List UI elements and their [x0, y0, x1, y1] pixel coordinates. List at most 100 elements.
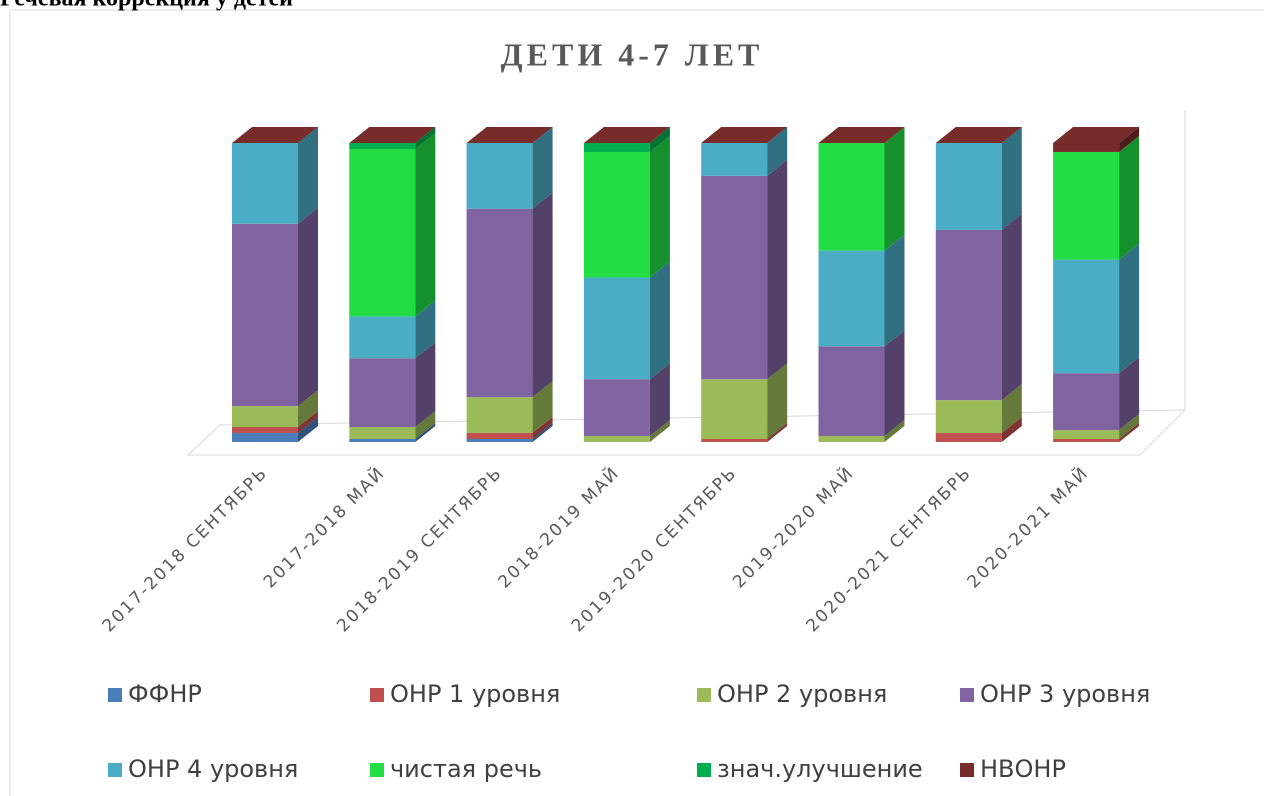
bar-segment: [349, 439, 416, 442]
bar-segment: [349, 148, 416, 317]
legend-label: ОНР 1 уровня: [390, 680, 560, 708]
bar-top: [583, 127, 670, 143]
bar-segment-side: [767, 363, 788, 440]
bar-segment-side: [1119, 243, 1140, 374]
bar-segment: [583, 151, 650, 278]
bar-segment: [466, 439, 533, 442]
bar-segment-side: [1001, 213, 1022, 401]
bar-top: [349, 127, 436, 143]
legend-swatch: [697, 763, 711, 777]
bar-segment-side: [1001, 127, 1022, 230]
bar-segment: [701, 379, 768, 440]
bar-segment: [818, 143, 885, 251]
bar-segment-side: [532, 127, 553, 209]
bar-segment-side: [1119, 414, 1140, 440]
bar-segment-side: [649, 135, 670, 278]
bar-segment-side: [649, 261, 670, 380]
bar-segment-side: [415, 423, 436, 442]
bar-segment-side: [415, 300, 436, 359]
bar-segment: [701, 175, 768, 380]
bar-segment: [232, 433, 298, 442]
legend-label: ФФНР: [128, 680, 202, 708]
page-heading: Речевая коррекция у детей: [0, 0, 293, 12]
bar-segment-side: [298, 417, 318, 442]
bar-segment-side: [1119, 135, 1140, 260]
legend-swatch: [960, 688, 974, 702]
bar-segment: [818, 346, 885, 437]
bar-segment-side: [649, 363, 670, 437]
bar-segment-side: [415, 127, 436, 149]
bar-segment: [349, 316, 416, 359]
bar-segment: [232, 427, 298, 434]
bar-segment-side: [767, 423, 788, 442]
bar-segment: [232, 223, 298, 407]
bar-top: [1053, 127, 1140, 143]
legend-swatch: [370, 763, 384, 777]
bar-segment-side: [532, 381, 553, 434]
bar-segment: [935, 433, 1002, 442]
bar-segment: [466, 397, 533, 434]
bar-segment-side: [1001, 384, 1022, 434]
bar-segment-side: [649, 127, 670, 152]
bar-top: [818, 127, 905, 143]
bar-segment-side: [884, 420, 905, 442]
bar-segment-side: [532, 423, 553, 442]
bar-segment-side: [532, 192, 553, 398]
legend-label: чистая речь: [390, 755, 542, 783]
bar-segment-side: [1119, 357, 1140, 431]
bar-top: [466, 127, 553, 143]
legend-label: ОНР 3 уровня: [980, 680, 1150, 708]
legend-swatch: [960, 763, 974, 777]
bar-segment: [466, 143, 533, 209]
bar-segment: [1053, 373, 1120, 431]
bar-segment: [1053, 430, 1120, 440]
bar-segment: [1053, 151, 1120, 260]
bar-segment: [583, 436, 650, 442]
bar-segment-side: [298, 411, 318, 434]
bar-top: [935, 127, 1022, 143]
bar-segment-side: [415, 132, 436, 317]
bar-segment-side: [767, 159, 788, 380]
bar-segment-side: [1119, 423, 1140, 442]
bar-segment: [466, 208, 533, 398]
bar-segment-side: [649, 420, 670, 442]
bar-segment: [349, 427, 416, 440]
bar-segment: [466, 433, 533, 440]
bar-segment-side: [884, 234, 905, 347]
bar-segment: [818, 436, 885, 442]
bar-segment: [232, 406, 298, 428]
bar-segment-side: [1001, 417, 1022, 442]
legend-swatch: [697, 688, 711, 702]
bar-segment: [583, 379, 650, 437]
bar-segment-side: [415, 342, 436, 428]
bar-segment: [701, 143, 768, 176]
bar-segment-side: [532, 417, 553, 440]
bar-segment: [583, 143, 650, 152]
bar-segment-side: [415, 411, 436, 440]
bar-top: [701, 127, 788, 143]
legend-label: знач.улучшение: [717, 755, 923, 783]
bar-segment-side: [298, 207, 318, 407]
bar-segment: [349, 143, 416, 149]
legend-swatch: [108, 763, 122, 777]
bar-segment: [1053, 143, 1120, 152]
bar-segment-side: [298, 390, 318, 428]
legend-label: ОНР 4 уровня: [128, 755, 298, 783]
bar-segment: [818, 250, 885, 347]
bar-top: [232, 127, 318, 143]
bar-segment-side: [298, 127, 318, 224]
bar-segment: [935, 143, 1002, 230]
bar-segment: [701, 439, 768, 442]
bar-segment: [583, 277, 650, 380]
bar-segment: [935, 229, 1002, 401]
legend-swatch: [108, 688, 122, 702]
bar-segment: [232, 143, 298, 224]
legend-swatch: [370, 688, 384, 702]
bar-segment: [1053, 259, 1120, 374]
legend-label: ОНР 2 уровня: [717, 680, 887, 708]
bar-segment: [1053, 439, 1120, 442]
bar-segment-side: [767, 127, 788, 176]
bar-segment-side: [884, 330, 905, 437]
